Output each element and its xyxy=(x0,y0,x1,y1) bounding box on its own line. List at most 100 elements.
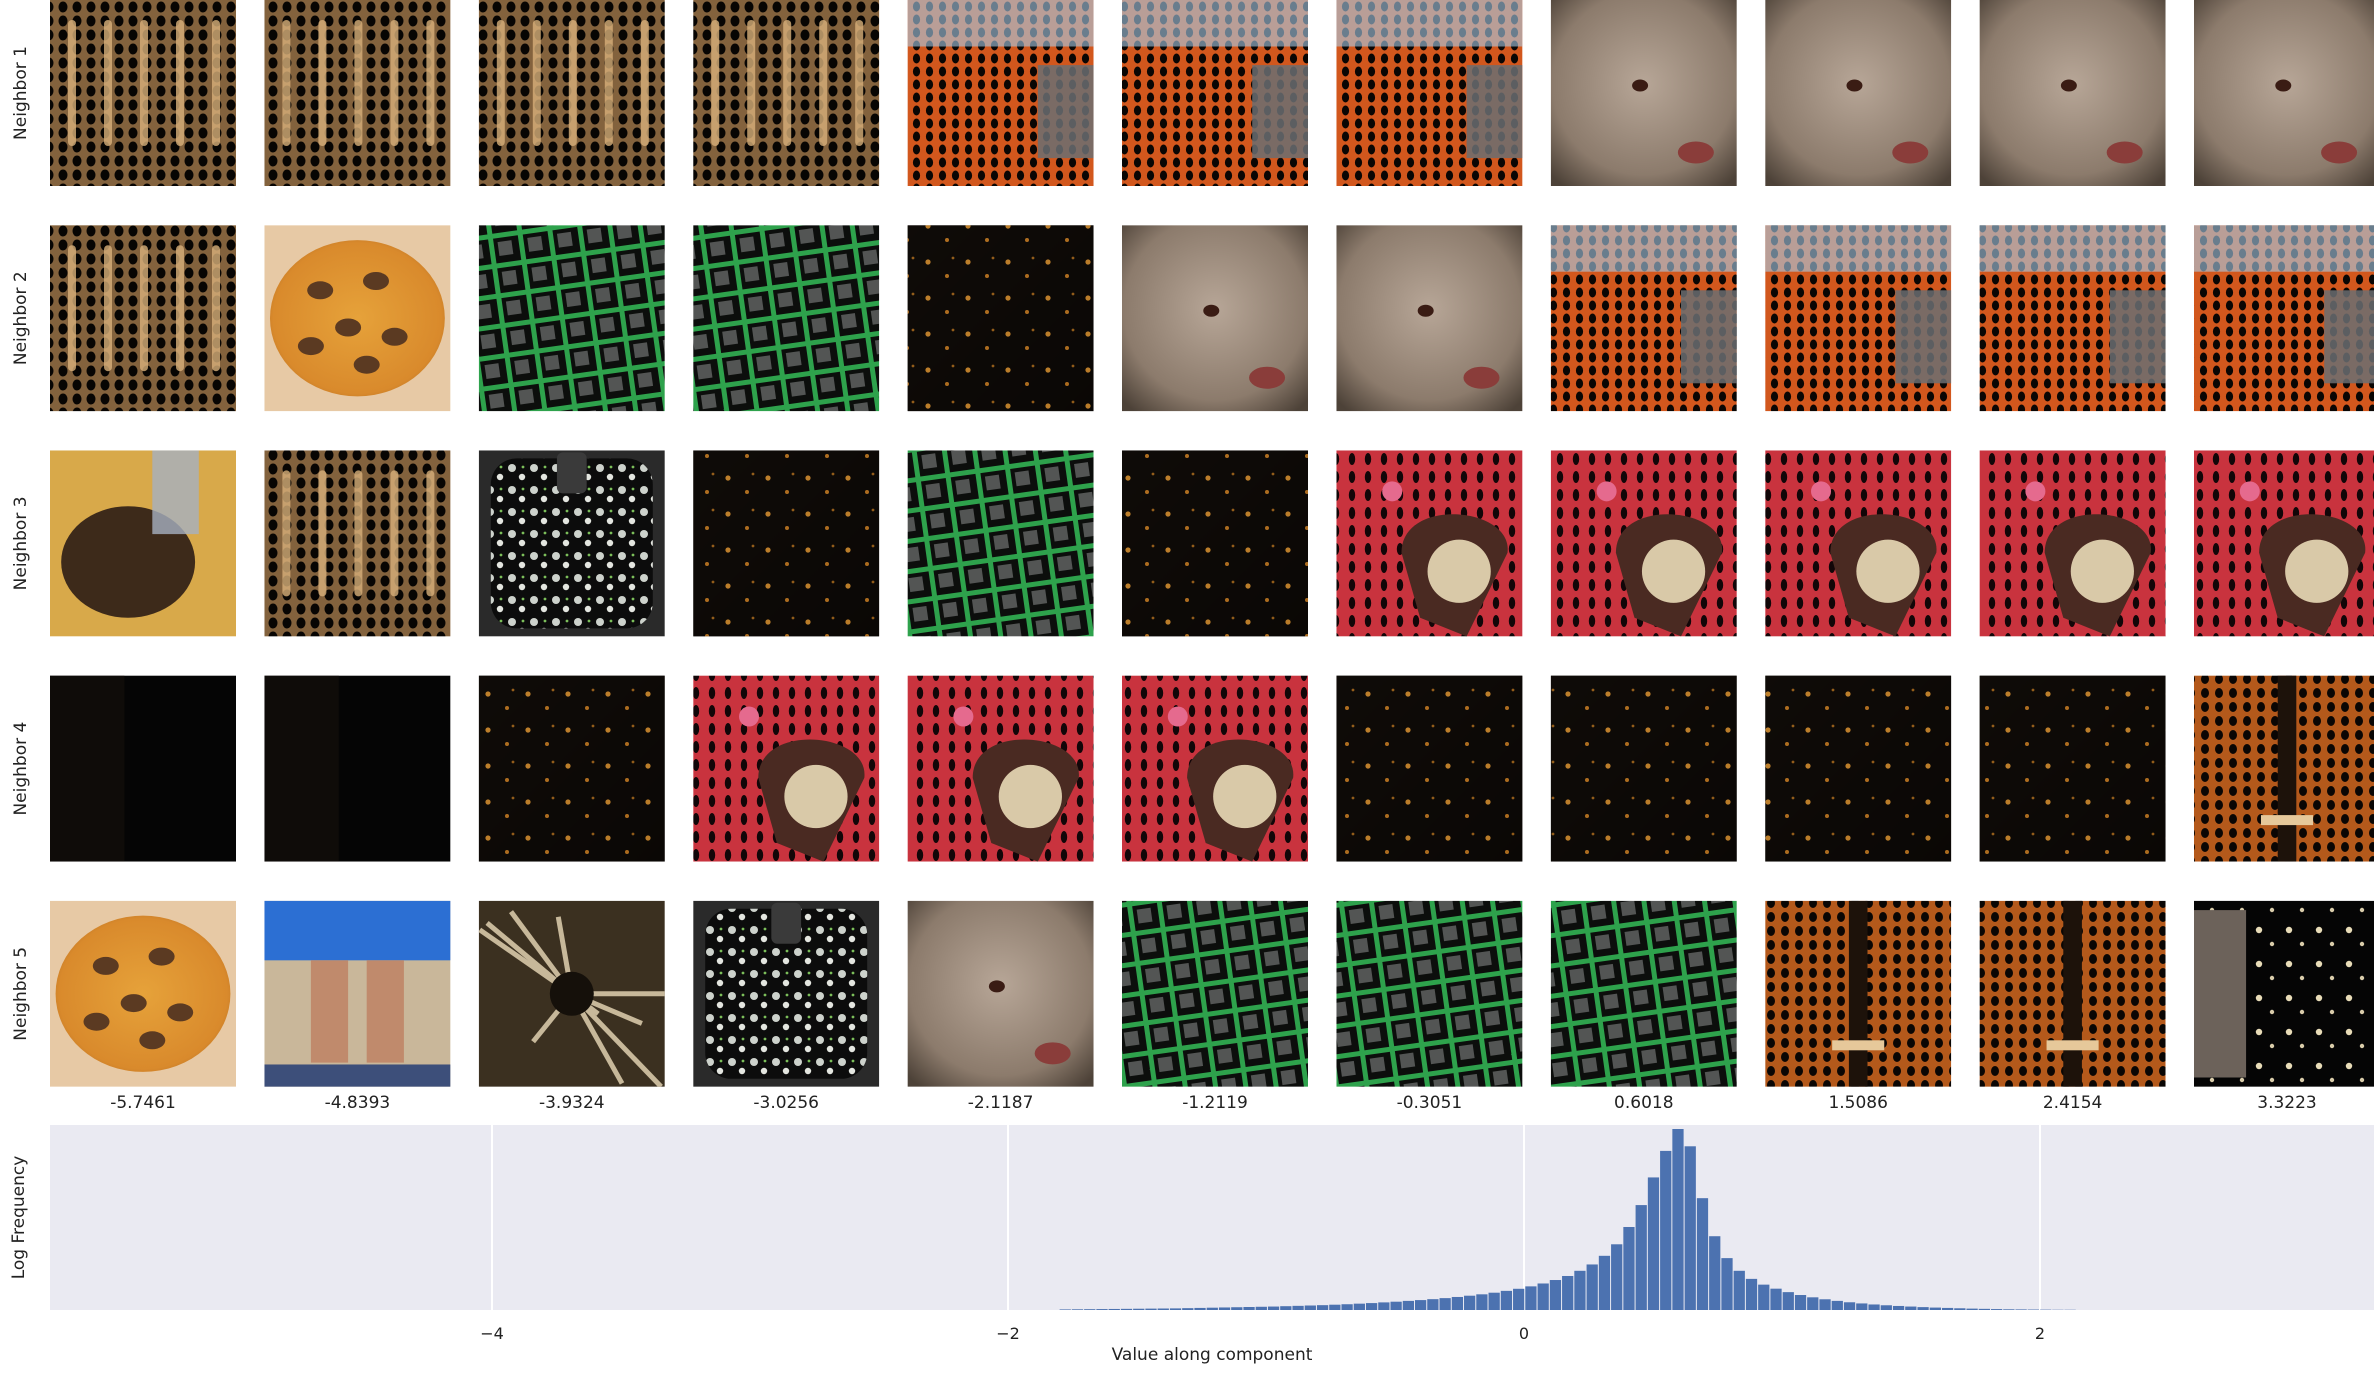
histogram-bar xyxy=(1709,1236,1721,1310)
neighbor-thumbnail xyxy=(2194,900,2374,1087)
neighbor-thumbnail xyxy=(478,0,665,186)
neighbor-thumbnail xyxy=(264,675,451,862)
histogram-bar xyxy=(1096,1309,1108,1310)
neighbor-thumbnail xyxy=(2194,225,2374,412)
histogram-bar xyxy=(1598,1255,1611,1310)
neighbor-thumbnail xyxy=(50,225,236,412)
histogram-bar xyxy=(1194,1307,1206,1310)
histogram-bar xyxy=(1059,1309,1071,1310)
row-label: Neighbor 4 xyxy=(11,722,31,816)
histogram-bar xyxy=(1513,1288,1525,1310)
row-label: Neighbor 1 xyxy=(11,46,31,140)
neighbor-thumbnail xyxy=(907,450,1094,637)
neighbor-thumbnail xyxy=(1122,675,1308,862)
row-label: Neighbor 2 xyxy=(11,271,31,365)
neighbor-thumbnail xyxy=(50,900,236,1087)
histogram-bar xyxy=(1868,1304,1880,1310)
neighbor-thumbnail xyxy=(50,450,236,637)
neighbor-thumbnail xyxy=(264,450,451,637)
neighbor-thumbnail xyxy=(1979,0,2166,186)
histogram-bar xyxy=(1537,1283,1549,1310)
histogram-bar xyxy=(1439,1298,1451,1310)
histogram-bar xyxy=(1169,1308,1182,1310)
histogram-x-axis-label: Value along component xyxy=(1112,1345,1313,1365)
histogram-bar xyxy=(1770,1288,1782,1310)
neighbor-thumbnail xyxy=(1979,900,2166,1087)
histogram-bar xyxy=(1427,1299,1439,1310)
histogram-bar xyxy=(1954,1308,1966,1310)
column-value-label: -3.9324 xyxy=(539,1093,605,1113)
neighbor-thumbnail xyxy=(1122,0,1308,186)
histogram-bar xyxy=(1157,1308,1169,1310)
histogram-bar xyxy=(1182,1308,1194,1310)
histogram-bar xyxy=(1084,1309,1096,1310)
neighbor-thumbnail xyxy=(1765,675,1952,862)
row-label: Neighbor 5 xyxy=(11,947,31,1041)
neighbor-thumbnail xyxy=(1550,225,1737,412)
neighbor-thumbnail xyxy=(693,900,880,1087)
neighbor-thumbnail xyxy=(50,675,236,862)
histogram-x-tick-label: 2 xyxy=(2035,1324,2045,1343)
histogram-bar xyxy=(1684,1146,1696,1310)
histogram-bar xyxy=(1414,1300,1427,1310)
histogram-bar xyxy=(1071,1309,1084,1310)
neighbor-thumbnail xyxy=(478,900,665,1087)
neighbor-thumbnail xyxy=(1979,675,2166,862)
neighbor-thumbnail xyxy=(693,450,880,637)
histogram-bar xyxy=(1880,1305,1892,1310)
neighbor-image-grid: Neighbor 1 Neighbor 2 Neighbor 3 Neighbor 4… xyxy=(11,0,2374,1113)
histogram-bar xyxy=(2003,1309,2015,1310)
neighbor-thumbnail xyxy=(1336,0,1523,186)
histogram-bar xyxy=(1966,1308,1978,1310)
histogram-bar xyxy=(1525,1286,1537,1310)
histogram-bar xyxy=(1807,1297,1819,1310)
histogram-bar xyxy=(1672,1129,1684,1310)
neighbor-thumbnail xyxy=(907,0,1094,186)
histogram-bar xyxy=(1133,1308,1145,1310)
neighbor-thumbnail xyxy=(478,225,665,412)
column-value-label: -4.8393 xyxy=(325,1093,391,1113)
histogram-bar xyxy=(1905,1306,1917,1310)
neighbor-thumbnail xyxy=(1979,225,2166,412)
histogram-bar xyxy=(1758,1284,1770,1310)
neighbor-thumbnail xyxy=(1336,450,1523,637)
histogram-bar xyxy=(1733,1270,1745,1310)
histogram-bar xyxy=(2015,1309,2027,1310)
row-label: Neighbor 3 xyxy=(11,496,31,590)
histogram-bar xyxy=(1892,1305,1905,1310)
histogram-bar xyxy=(1365,1303,1378,1310)
histogram-bar xyxy=(1500,1290,1513,1310)
neighbor-thumbnail xyxy=(2194,675,2374,862)
histogram-bar xyxy=(1145,1308,1157,1310)
histogram-bar xyxy=(1292,1305,1304,1310)
column-value-label: -5.7461 xyxy=(110,1093,176,1113)
histogram-bar xyxy=(1280,1306,1292,1310)
neighbor-thumbnail xyxy=(1765,0,1952,186)
histogram-bar xyxy=(1929,1307,1941,1310)
neighbor-thumbnail xyxy=(478,450,665,637)
histogram-bar xyxy=(1819,1299,1831,1310)
neighbor-thumbnail xyxy=(1122,900,1308,1087)
neighbor-thumbnail xyxy=(693,675,880,862)
neighbor-thumbnail xyxy=(693,0,880,186)
column-value-label: 3.3223 xyxy=(2257,1093,2316,1113)
histogram-bar xyxy=(1218,1307,1231,1310)
histogram-bar xyxy=(1696,1198,1709,1310)
histogram-bar xyxy=(1267,1306,1280,1310)
histogram-panel: −4 −2 0 2 Value along component Log Frequency xyxy=(9,1125,2374,1365)
histogram-bar xyxy=(1120,1308,1133,1310)
neighbor-thumbnail xyxy=(1765,225,1952,412)
column-value-label: -1.2119 xyxy=(1182,1093,1248,1113)
histogram-bar xyxy=(1231,1307,1243,1310)
histogram-bar xyxy=(1562,1275,1574,1310)
histogram-bar xyxy=(1488,1292,1500,1310)
histogram-bar xyxy=(1476,1294,1488,1310)
neighbor-thumbnail xyxy=(1765,900,1952,1087)
histogram-bar xyxy=(1341,1304,1353,1310)
neighbor-thumbnail xyxy=(264,900,451,1087)
histogram-background xyxy=(50,1125,2374,1310)
histogram-bar xyxy=(1206,1307,1218,1310)
column-value-label: -2.1187 xyxy=(968,1093,1034,1113)
column-value-label: -0.3051 xyxy=(1397,1093,1463,1113)
